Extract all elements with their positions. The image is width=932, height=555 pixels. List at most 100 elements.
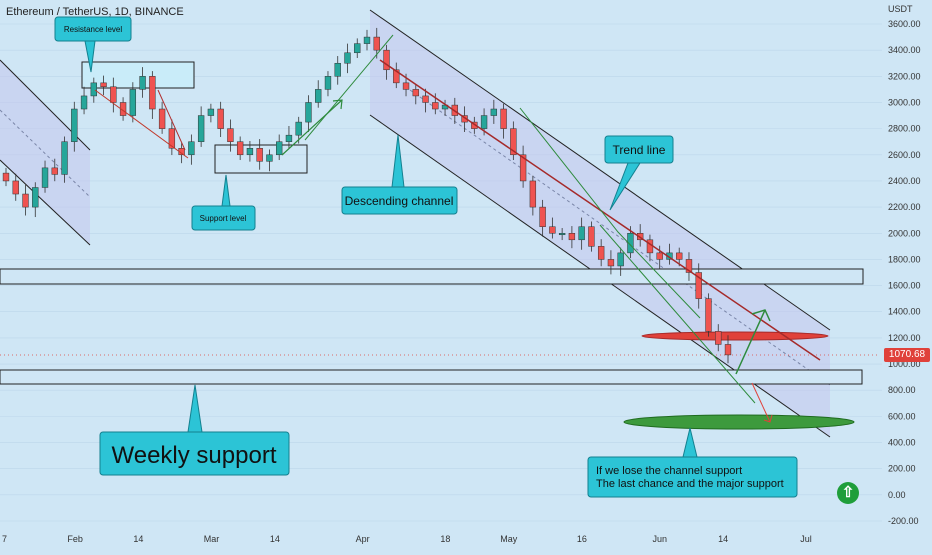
candle-body [110,86,117,103]
candle-body [100,82,107,88]
last-price-badge: 1070.68 [884,348,930,362]
candle-body [22,193,29,208]
red-target-arrowhead [763,414,773,423]
candles [2,27,732,364]
candle-body [519,154,527,182]
mar-green-arrowhead [332,99,343,110]
red-target-arrow [751,382,771,423]
channel-note-line1: If we lose the channel support [596,465,742,477]
major-support-ellipse [623,414,855,430]
left-channel-bottom [0,159,91,246]
descending-channel-callout: Descending channel [341,134,458,215]
x-tick-label: 18 [440,534,450,544]
candle-body [558,233,566,236]
candle-body [305,102,312,123]
candle-body [188,141,195,156]
candle-body [324,76,332,90]
y-tick-label: 200.00 [888,464,916,474]
green-up-arrow [735,309,766,375]
candle-body [627,233,634,254]
support-callout-text: Support level [200,214,247,223]
candle-body [315,89,322,103]
candle-body [373,36,380,51]
channel-note-callout: If we lose the channel support The last … [587,427,798,498]
candle-body [617,252,624,267]
candle-body [149,76,156,110]
candle-body [168,128,176,149]
candle-body [529,180,537,208]
candle-body [676,252,683,260]
y-tick-label: 1600.00 [888,281,921,291]
y-tick-label: 400.00 [888,438,916,448]
candle-body [158,108,166,129]
green-descent [599,224,756,404]
x-tick-label: Mar [204,534,220,544]
y-tick-label: 3000.00 [888,97,921,107]
y-tick-label: 2400.00 [888,176,921,186]
candle-body [276,141,283,156]
y-tick-label: -200.00 [888,516,919,526]
support-zone [214,144,308,174]
candle-body [71,108,78,142]
candle-body [41,167,49,188]
x-tick-label: 7 [2,534,7,544]
candle-body [2,172,10,182]
green-zigzag [519,107,701,319]
y-tick-label: 2800.00 [888,124,921,134]
y-tick-label: 2600.00 [888,150,921,160]
candle-body [32,187,39,208]
candle-body [695,272,702,299]
left-channel-midline [0,109,91,198]
candle-body [510,128,517,156]
candle-body [393,69,400,84]
weekly-support-zone [0,369,863,385]
candle-body [354,43,361,54]
candle-body [51,167,58,175]
y-tick-label: 3400.00 [888,45,921,55]
x-tick-label: 14 [133,534,143,544]
y-tick-label: 2200.00 [888,202,921,212]
channel-note-line2: The last chance and the major support [596,478,784,490]
candle-body [119,102,127,116]
x-tick-label: Jun [653,534,668,544]
candle-body [500,108,507,129]
up-arrow-icon[interactable]: ⇧ [837,482,859,504]
horizontal-zone-1600 [0,268,864,285]
candle-body [207,108,215,116]
left-channel-fill [0,60,90,245]
apr-green-arrow-line [304,34,394,141]
descending-channel-callout-text: Descending channel [345,194,454,208]
weekly-support-callout-text: Weekly support [112,442,277,469]
candle-body [129,89,137,116]
candle-body [80,95,88,110]
candle-body [383,49,390,71]
time-axis[interactable]: 7 Feb 14 Mar 14 Apr 18 May 16 Jun 14 Jul [2,534,812,544]
candle-body [705,298,712,332]
y-tick-label: 600.00 [888,411,916,421]
feb-trend-line [94,89,189,159]
candle-body [139,76,146,90]
price-axis[interactable]: 3600.00 3400.00 3200.00 3000.00 2800.00 2600.… [888,19,921,526]
candle-body [246,148,254,156]
candle-body [568,233,576,241]
candle-body [12,180,19,195]
candle-body [344,52,351,64]
candle-body [412,89,419,97]
candle-body [597,246,605,260]
candle-body [539,206,546,227]
candle-body [236,141,244,156]
x-tick-label: Apr [356,534,370,544]
green-up-arrowhead [751,309,771,322]
trend-line-callout: Trend line [604,135,674,211]
y-tick-label: 800.00 [888,385,916,395]
candle-body [90,82,97,97]
y-tick-label: 3600.00 [888,19,921,29]
trend-line-callout-text: Trend line [613,143,666,157]
candle-body [256,148,263,162]
y-tick-label: 1800.00 [888,254,921,264]
candle-body [227,128,234,142]
y-tick-label: 3200.00 [888,71,921,81]
candle-body [402,82,410,90]
y-tick-label: 1400.00 [888,307,921,317]
